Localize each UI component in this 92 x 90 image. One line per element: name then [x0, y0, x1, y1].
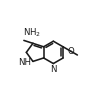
Text: NH$_2$: NH$_2$ — [23, 27, 41, 39]
Text: N: N — [51, 65, 57, 74]
Text: O: O — [68, 47, 74, 56]
Text: NH: NH — [18, 58, 31, 67]
